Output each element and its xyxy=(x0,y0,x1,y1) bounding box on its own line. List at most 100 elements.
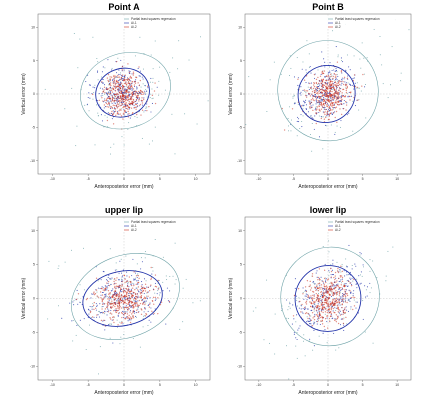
data-point xyxy=(329,285,331,288)
data-point xyxy=(319,110,321,112)
data-point xyxy=(93,92,95,94)
data-point xyxy=(137,304,139,306)
data-point xyxy=(343,308,345,310)
data-point xyxy=(143,278,146,280)
data-point xyxy=(101,306,103,308)
data-point xyxy=(336,100,339,103)
data-point xyxy=(97,79,99,81)
data-point xyxy=(139,293,142,295)
data-point xyxy=(92,93,94,96)
data-point xyxy=(162,281,164,283)
data-point xyxy=(138,100,140,102)
data-point xyxy=(137,286,140,288)
data-point xyxy=(154,292,156,294)
data-point xyxy=(317,294,319,296)
data-point xyxy=(304,308,306,311)
data-point xyxy=(334,107,337,109)
data-point xyxy=(319,104,322,106)
data-point xyxy=(325,98,328,101)
data-point xyxy=(301,121,303,122)
scatter-panel-1: Point A-10 -5 0 5 10-10-50510Anteroposterior… xyxy=(21,2,211,190)
data-point xyxy=(318,292,319,294)
data-point xyxy=(305,96,308,98)
data-point xyxy=(157,283,159,285)
data-point xyxy=(127,116,130,118)
data-point xyxy=(351,268,353,270)
data-point xyxy=(297,89,299,91)
data-point xyxy=(75,298,78,300)
data-point xyxy=(97,61,99,63)
data-point xyxy=(332,86,334,89)
data-point xyxy=(152,313,154,315)
data-point xyxy=(125,317,127,319)
data-point xyxy=(365,289,367,291)
data-point xyxy=(132,295,134,297)
data-point xyxy=(366,286,368,288)
data-point xyxy=(310,115,312,117)
data-point xyxy=(158,286,160,288)
data-point xyxy=(144,297,147,299)
data-point xyxy=(115,114,117,116)
data-point xyxy=(337,304,339,306)
data-point xyxy=(318,82,320,84)
data-point xyxy=(318,278,320,280)
data-point xyxy=(329,271,331,273)
data-point xyxy=(121,93,124,96)
y-tick-label: -5 xyxy=(239,331,242,335)
data-point xyxy=(372,342,374,344)
data-point xyxy=(335,75,337,77)
data-point xyxy=(107,290,110,292)
data-point xyxy=(332,310,334,312)
data-point xyxy=(136,293,139,295)
data-point xyxy=(327,298,329,301)
data-point xyxy=(338,83,341,86)
data-point xyxy=(338,98,340,100)
data-point xyxy=(120,278,122,280)
data-point xyxy=(309,107,311,109)
data-point xyxy=(105,92,107,94)
data-point xyxy=(312,317,314,319)
data-point xyxy=(157,297,159,299)
data-point xyxy=(130,76,132,79)
data-point xyxy=(116,100,118,102)
data-point xyxy=(305,300,308,303)
data-point xyxy=(328,275,330,277)
data-point xyxy=(297,78,299,80)
data-point xyxy=(125,111,127,113)
data-point xyxy=(125,255,127,257)
data-point xyxy=(326,289,328,291)
data-point xyxy=(134,55,136,57)
data-point xyxy=(281,310,282,312)
data-point xyxy=(335,106,338,108)
data-point xyxy=(109,82,112,84)
data-point xyxy=(139,75,141,77)
data-point xyxy=(109,302,111,304)
data-point xyxy=(141,137,143,139)
data-point xyxy=(112,342,114,344)
data-point xyxy=(127,320,129,322)
data-point xyxy=(162,290,164,292)
data-point xyxy=(336,74,338,76)
data-point xyxy=(314,283,315,285)
data-point xyxy=(118,295,120,298)
data-point xyxy=(150,111,152,113)
data-point xyxy=(321,88,323,90)
data-point xyxy=(141,102,143,104)
data-point xyxy=(289,75,290,76)
data-point xyxy=(106,311,108,313)
data-point xyxy=(135,299,137,301)
data-point xyxy=(311,273,314,275)
data-point xyxy=(110,100,112,102)
data-point xyxy=(351,265,353,266)
data-point xyxy=(126,91,129,93)
data-point xyxy=(309,289,312,291)
data-point xyxy=(139,302,142,305)
data-point xyxy=(323,286,326,288)
data-point xyxy=(315,309,318,311)
data-point xyxy=(324,108,327,111)
data-point xyxy=(333,284,335,286)
data-point xyxy=(122,69,124,71)
data-point xyxy=(329,294,331,296)
